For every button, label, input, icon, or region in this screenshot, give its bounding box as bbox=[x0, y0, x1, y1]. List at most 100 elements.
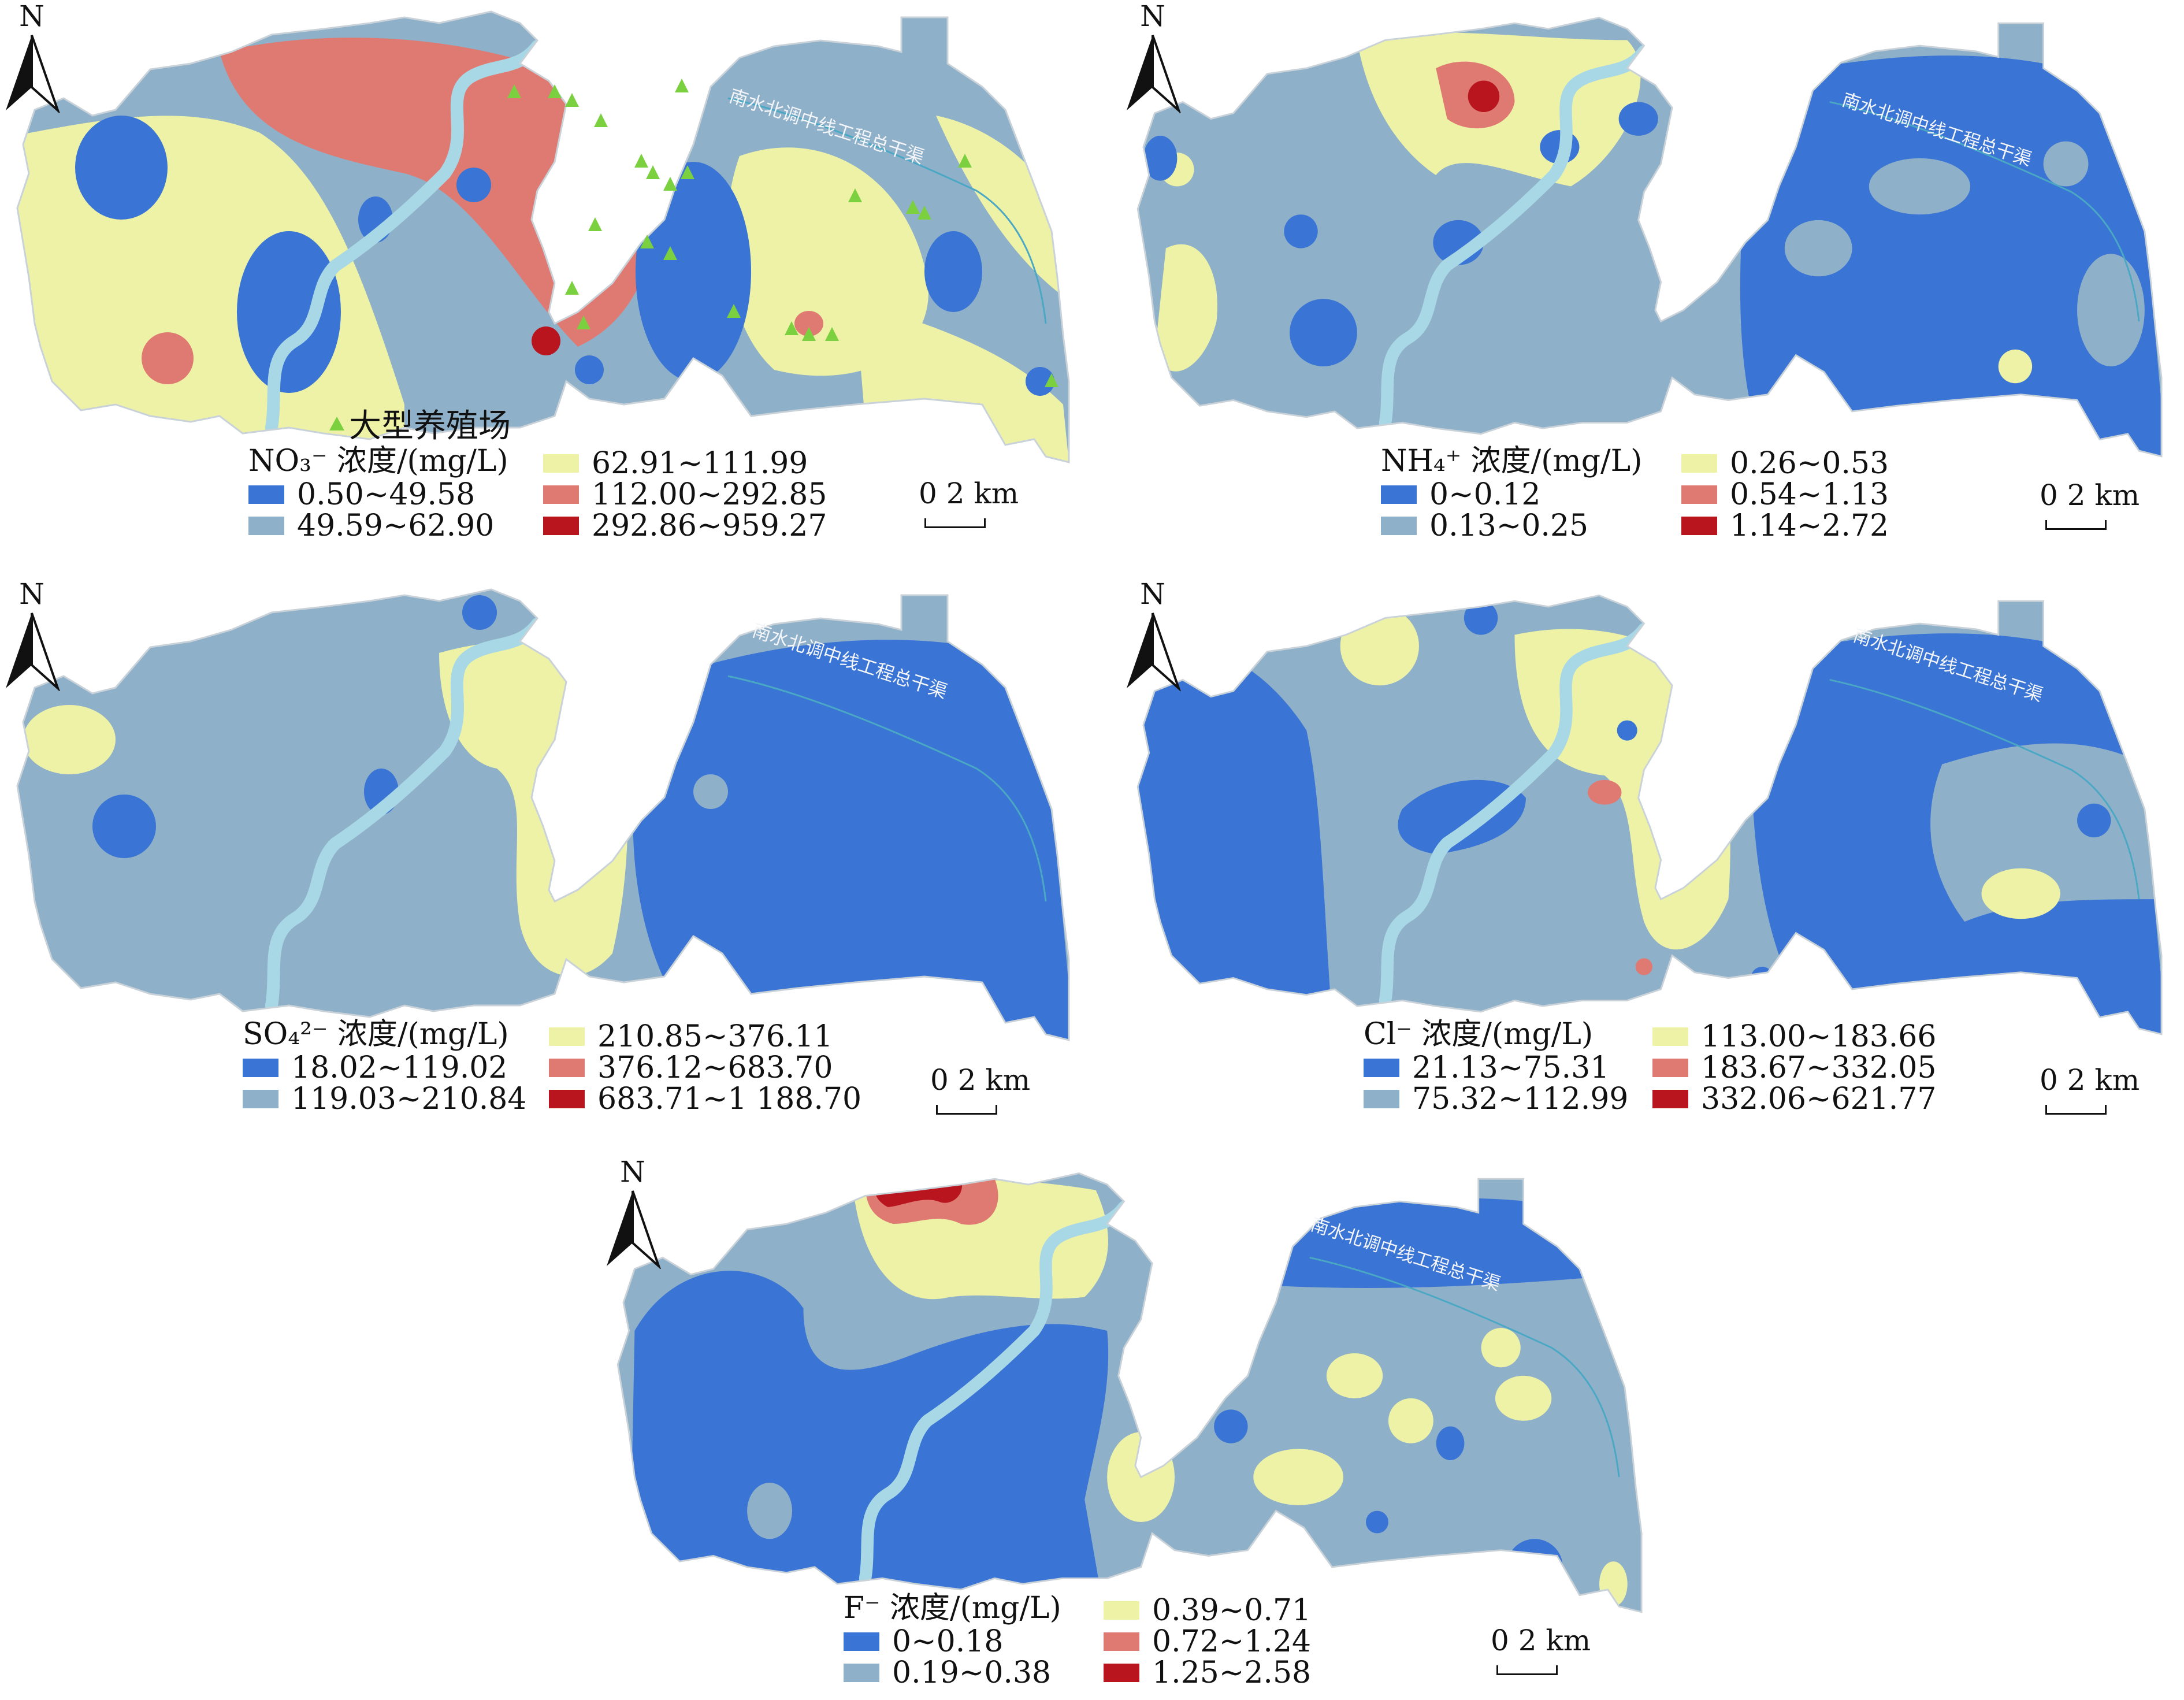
map-f: 南水北调中线工程总干渠 bbox=[616, 1172, 1643, 1613]
legend-item: 0.19~0.38 bbox=[844, 1657, 1051, 1689]
concentration-zone bbox=[462, 595, 497, 630]
north-arrow-icon bbox=[1127, 35, 1182, 114]
concentration-zone bbox=[1481, 1328, 1521, 1368]
legend-item: 1.25~2.58 bbox=[1104, 1657, 1311, 1689]
farm-marker bbox=[646, 165, 660, 179]
legend-swatch bbox=[549, 1090, 585, 1108]
scale-label: 0 2 km bbox=[1491, 1624, 1591, 1657]
farm-marker bbox=[634, 154, 648, 168]
legend-swatch bbox=[844, 1664, 879, 1682]
north-arrow-icon bbox=[607, 1190, 662, 1270]
concentration-zone bbox=[1464, 601, 1498, 635]
north-arrow-icon bbox=[6, 613, 61, 692]
farm-marker bbox=[588, 217, 602, 231]
concentration-zone bbox=[1495, 1375, 1552, 1421]
scale-bar-line bbox=[2045, 1105, 2107, 1115]
concentration-zone bbox=[1998, 349, 2033, 384]
legend-item: 0~0.18 bbox=[844, 1625, 1003, 1658]
legend-swatch bbox=[248, 485, 284, 504]
legend-item: 1.14~2.72 bbox=[1681, 510, 1889, 542]
farm-marker bbox=[577, 315, 590, 329]
farm-triangle-icon bbox=[329, 416, 344, 430]
concentration-zone bbox=[936, 116, 1069, 300]
scale-bar: 0 2 km bbox=[1491, 1624, 1618, 1682]
scale-bar: 0 2 km bbox=[930, 1063, 1057, 1121]
legend-title: F⁻ 浓度/(mg/L) bbox=[844, 1591, 1061, 1625]
legend-item: 292.86~959.27 bbox=[543, 510, 827, 542]
farm-marker bbox=[681, 165, 694, 179]
legend-swatch bbox=[549, 1059, 585, 1077]
legend-title: NO₃⁻ 浓度/(mg/L) bbox=[248, 444, 508, 478]
farm-marker bbox=[663, 246, 677, 260]
legend-item: 0.39~0.71 bbox=[1104, 1594, 1311, 1627]
panel-f: 南水北调中线工程总干渠 N F⁻ 浓度/(mg/L) 0~0.18 0.19~0… bbox=[601, 1156, 1664, 1700]
concentration-zone bbox=[1214, 1409, 1248, 1443]
river bbox=[265, 40, 544, 434]
concentration-zone bbox=[1138, 639, 1335, 1034]
concentration-zone bbox=[629, 1271, 1109, 1612]
farm-marker bbox=[958, 154, 972, 168]
concentration-zone bbox=[1366, 1510, 1388, 1534]
concentration-zone bbox=[1691, 774, 1727, 811]
legend-nh4: NH₄⁺ 浓度/(mg/L) 0~0.12 0.13~0.25 0.26~0.5… bbox=[1381, 445, 1959, 549]
legend-title: NH₄⁺ 浓度/(mg/L) bbox=[1381, 444, 1643, 478]
legend-swatch bbox=[1104, 1601, 1139, 1620]
farm-marker bbox=[802, 327, 816, 341]
concentration-zone bbox=[237, 231, 341, 393]
north-arrow: N bbox=[0, 578, 64, 693]
concentration-zone bbox=[1388, 1398, 1433, 1443]
farm-marker bbox=[675, 79, 689, 92]
legend-item: 683.71~1 188.70 bbox=[549, 1083, 861, 1115]
farm-legend-label: 大型养殖场 bbox=[349, 407, 511, 445]
legend-swatch bbox=[243, 1090, 278, 1108]
legend-item: 183.67~332.05 bbox=[1652, 1052, 1936, 1084]
concentration-zone bbox=[1458, 1569, 1498, 1609]
concentration-zone bbox=[1154, 244, 1217, 372]
legend-title: Cl⁻ 浓度/(mg/L) bbox=[1364, 1017, 1594, 1052]
concentration-zone bbox=[1468, 80, 1500, 113]
concentration-zone bbox=[456, 168, 491, 202]
legend-item: 0.72~1.24 bbox=[1104, 1625, 1311, 1658]
farm-markers bbox=[507, 79, 1058, 387]
legend-f: F⁻ 浓度/(mg/L) 0~0.18 0.19~0.38 0.39~0.71 … bbox=[844, 1592, 1364, 1696]
scale-bar-line bbox=[924, 518, 986, 528]
scale-bar: 0 2 km bbox=[919, 477, 1046, 535]
panel-nh4: 南水北调中线工程总干渠 N NH₄⁺ 浓度/(mg/L) 0~0.12 0.13… bbox=[1121, 0, 2184, 549]
concentration-zone bbox=[92, 795, 156, 858]
farm-marker bbox=[848, 188, 862, 202]
canal-line bbox=[727, 97, 1047, 324]
concentration-zone bbox=[1588, 780, 1622, 805]
legend-item: 0~0.12 bbox=[1381, 478, 1540, 511]
legend-swatch bbox=[543, 485, 579, 504]
concentration-zone bbox=[543, 762, 612, 826]
north-arrow: N bbox=[1121, 0, 1184, 116]
legend-item: 112.00~292.85 bbox=[543, 478, 827, 511]
legend-item: 0.50~49.58 bbox=[248, 478, 475, 511]
concentration-zone bbox=[1930, 743, 2162, 922]
legend-title: SO₄²⁻ 浓度/(mg/L) bbox=[243, 1017, 509, 1052]
river bbox=[1379, 623, 1651, 1007]
map-no3: 南水北调中线工程总干渠 bbox=[16, 10, 1070, 463]
legend-swatch bbox=[1652, 1090, 1688, 1108]
concentration-zone bbox=[1635, 958, 1652, 975]
legend-item: 376.12~683.70 bbox=[549, 1052, 833, 1084]
farm-marker bbox=[548, 84, 562, 98]
farm-marker bbox=[565, 93, 579, 107]
farm-marker bbox=[906, 200, 920, 214]
farm-marker bbox=[507, 84, 521, 98]
farm-marker bbox=[594, 113, 608, 127]
panel-cl: 南水北调中线工程总干渠 N Cl⁻ 浓度/(mg/L) 21.13~75.31 … bbox=[1121, 578, 2184, 1133]
scale-label: 0 2 km bbox=[919, 477, 1019, 510]
farm-marker bbox=[918, 206, 931, 220]
farm-marker bbox=[727, 304, 741, 318]
legend-swatch bbox=[1364, 1090, 1399, 1108]
concentration-zone bbox=[1130, 1331, 1197, 1365]
concentration-zone bbox=[636, 162, 751, 381]
concentration-zone bbox=[747, 1482, 793, 1539]
legend-swatch bbox=[243, 1059, 278, 1077]
concentration-zone bbox=[1253, 1449, 1344, 1505]
farm-legend: 大型养殖场 bbox=[329, 400, 511, 447]
concentration-zone bbox=[794, 311, 823, 336]
north-letter: N bbox=[19, 577, 44, 611]
legend-swatch bbox=[1681, 517, 1717, 535]
